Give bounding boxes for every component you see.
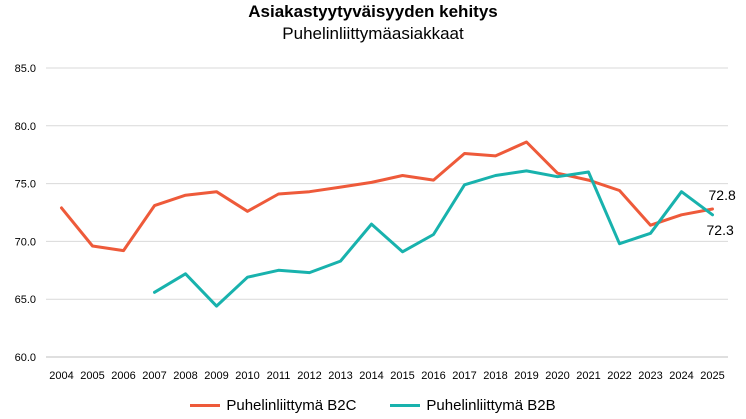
gridlines — [46, 67, 728, 358]
series-line-b2b — [153, 169, 714, 308]
series-line-b2c — [60, 140, 714, 253]
x-tick-label: 2017 — [452, 370, 476, 382]
chart-title: Asiakastyytyväisyyden kehitys — [248, 2, 498, 21]
legend-swatch-b2b — [390, 404, 421, 407]
x-tick-label: 2012 — [297, 370, 321, 382]
x-tick-label: 2006 — [111, 370, 135, 382]
x-tick-label: 2022 — [607, 370, 631, 382]
y-tick-label: 70.0 — [15, 236, 36, 248]
x-tick-label: 2010 — [235, 370, 259, 382]
legend-item-b2b: Puhelinliittymä B2B — [390, 397, 556, 414]
x-tick-label: 2004 — [49, 370, 73, 382]
data-labels: 72.8 72.3 — [707, 187, 736, 238]
series-lines — [60, 140, 714, 308]
y-tick-label: 80.0 — [15, 121, 36, 133]
x-tick-label: 2007 — [142, 370, 166, 382]
x-tick-label: 2024 — [669, 370, 693, 382]
legend-swatch-b2c — [190, 404, 221, 407]
y-tick-label: 65.0 — [15, 294, 36, 306]
x-tick-label: 2014 — [359, 370, 383, 382]
y-tick-label: 60.0 — [15, 352, 36, 364]
x-axis-ticks: 2004 2005 2006 2007 2008 2009 2010 2011 2012 2013… — [49, 370, 724, 382]
chart-subtitle: Puhelinliittymäasiakkaat — [282, 24, 464, 43]
y-tick-label: 75.0 — [15, 179, 36, 191]
x-tick-label: 2008 — [173, 370, 197, 382]
legend-item-b2c: Puhelinliittymä B2C — [190, 397, 356, 414]
x-tick-label: 2013 — [328, 370, 352, 382]
legend: Puhelinliittymä B2C Puhelinliittymä B2B — [0, 397, 746, 414]
x-tick-label: 2018 — [483, 370, 507, 382]
legend-label-b2b: Puhelinliittymä B2B — [426, 397, 556, 414]
legend-label-b2c: Puhelinliittymä B2C — [226, 397, 357, 414]
x-tick-label: 2016 — [421, 370, 445, 382]
x-tick-label: 2019 — [514, 370, 538, 382]
x-tick-label: 2015 — [390, 370, 414, 382]
x-tick-label: 2005 — [80, 370, 104, 382]
data-label-b2b-2025: 72.3 — [707, 222, 734, 238]
x-tick-label: 2009 — [204, 370, 228, 382]
y-axis-ticks: 60.0 65.0 70.0 75.0 80.0 85.0 — [15, 63, 36, 364]
x-tick-label: 2025 — [700, 370, 724, 382]
x-tick-label: 2023 — [638, 370, 662, 382]
x-tick-label: 2011 — [267, 370, 291, 382]
data-label-b2c-2025: 72.8 — [709, 187, 736, 203]
y-tick-label: 85.0 — [15, 63, 36, 75]
x-tick-label: 2020 — [545, 370, 569, 382]
x-tick-label: 2021 — [576, 370, 600, 382]
